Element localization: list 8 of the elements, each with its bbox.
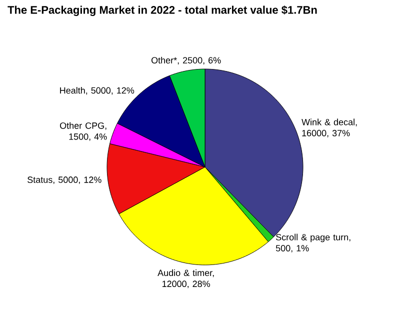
chart-title: The E-Packaging Market in 2022 - total market value $1.7Bn (8, 6, 317, 16)
slice-label: Status, 5000, 12% (28, 176, 102, 184)
slice-label: Audio & timer, 12000, 28% (158, 269, 214, 288)
slice-label: Other CPG, 1500, 4% (60, 122, 107, 141)
slice-label: Other*, 2500, 6% (151, 56, 221, 65)
slice-label: Wink & decal, 16000, 37% (302, 118, 357, 138)
slice-label: Health, 5000, 12% (60, 87, 134, 95)
slice-label: Scroll & page turn, 500, 1% (276, 234, 350, 252)
